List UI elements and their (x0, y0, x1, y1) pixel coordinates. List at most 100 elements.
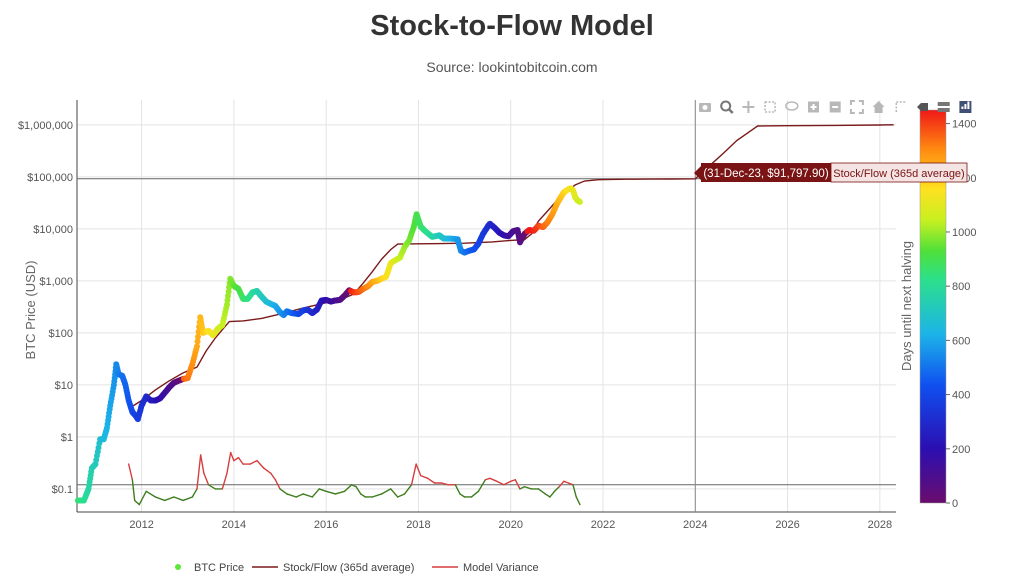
hover-closest-icon[interactable] (917, 103, 928, 111)
model-variance-segment (420, 474, 429, 480)
y-tick-label: $0.1 (52, 484, 73, 496)
zoom-icon[interactable] (720, 100, 734, 114)
hover-compare-icon[interactable] (937, 102, 950, 112)
grid-lines (77, 100, 896, 512)
model-variance-segment (127, 463, 134, 481)
tooltip-series-name: Stock/Flow (365d average) (833, 168, 964, 180)
model-variance-segment (233, 456, 240, 462)
autoscale-icon[interactable] (849, 100, 864, 114)
legend-item-btc-price[interactable]: BTC Price (175, 562, 244, 574)
x-tick-label: 2028 (868, 519, 892, 531)
model-variance-series (127, 451, 581, 506)
model-variance-segment (318, 488, 327, 493)
model-variance-segment (360, 493, 367, 498)
zoom-handle (727, 108, 734, 114)
plotly-logo-bar (967, 101, 970, 109)
model-variance-segment (523, 486, 533, 490)
legend[interactable]: BTC Price Stock/Flow (365d average) Mode… (175, 562, 539, 574)
model-variance-segment (470, 490, 480, 498)
model-variance-segment (510, 479, 517, 483)
model-variance-segment (514, 479, 521, 490)
model-variance-segment (380, 488, 392, 495)
colorbar-title: Days until next halving (899, 241, 914, 371)
spike-lines-icon[interactable] (895, 101, 906, 112)
x-tick-label: 2024 (683, 519, 707, 531)
model-variance-segment (138, 490, 147, 506)
y-tick-label: $100 (49, 328, 73, 340)
model-variance-segment (173, 496, 184, 502)
legend-label-model-variance: Model Variance (463, 562, 539, 574)
legend-label-stock-flow: Stock/Flow (365d average) (283, 562, 414, 574)
btc-price-point (194, 343, 200, 350)
model-variance-segment (279, 488, 288, 495)
colorbar-tick-label: 1400 (952, 119, 976, 131)
model-variance-segment (390, 488, 399, 498)
model-variance-segment (182, 496, 194, 502)
model-variance-segment (163, 496, 175, 502)
hover-tooltip: (31-Dec-23, $91,797.90) Stock/Flow (365d… (694, 162, 968, 183)
model-variance-segment (286, 493, 297, 498)
model-variance-segment (256, 459, 265, 469)
hover-closest-shape (917, 103, 928, 111)
zoom-in-icon[interactable] (808, 101, 819, 113)
plotly-logo-icon[interactable] (959, 101, 972, 113)
model-variance-segment (311, 488, 320, 498)
model-variance-segment (496, 480, 505, 486)
modebar[interactable] (699, 100, 972, 114)
model-variance-segment (567, 482, 574, 486)
model-variance-segment (203, 472, 210, 486)
page-title: Stock-to-Flow Model (370, 10, 654, 42)
x-tick-label: 2012 (129, 519, 153, 531)
y-axis-ticks: $0.1 $1 $10 $100 $1,000 $10,000 $100,000 $1,000… (18, 120, 73, 496)
model-variance-segment (440, 482, 450, 486)
model-variance-segment (229, 451, 235, 462)
hover-compare-bottom (937, 108, 950, 112)
x-tick-label: 2022 (591, 519, 615, 531)
lasso-icon[interactable] (785, 101, 799, 111)
model-variance-segment (350, 484, 357, 488)
model-variance-segment (489, 477, 498, 483)
spike-lines-shape (895, 101, 906, 112)
model-variance-segment (549, 490, 556, 498)
camera-icon[interactable] (699, 103, 711, 112)
y-axis-title: BTC Price (USD) (23, 261, 38, 360)
model-variance-segment (196, 454, 202, 490)
model-variance-segment (575, 496, 581, 506)
model-variance-segment (484, 477, 491, 481)
model-variance-segment (154, 496, 166, 502)
model-variance-segment (426, 477, 436, 484)
model-variance-segment (558, 480, 565, 488)
legend-item-stock-flow[interactable]: Stock/Flow (365d average) (252, 562, 414, 574)
y-tick-label: $100,000 (27, 172, 73, 184)
model-variance-segment (226, 451, 232, 474)
reference-lines (77, 100, 896, 512)
model-variance-segment (519, 486, 526, 490)
x-tick-label: 2026 (775, 519, 799, 531)
legend-item-model-variance[interactable]: Model Variance (432, 562, 539, 574)
box-select-icon[interactable] (764, 101, 776, 113)
model-variance-segment (537, 488, 547, 495)
model-variance-segment (459, 493, 466, 498)
home-shape (872, 101, 885, 113)
btc-price-point (576, 198, 583, 205)
model-variance-segment (263, 467, 272, 474)
model-variance-segment (133, 499, 140, 506)
y-tick-label: $10 (55, 380, 73, 392)
colorbar-tick-label: 600 (952, 335, 970, 347)
model-variance-segment (563, 480, 570, 484)
model-variance-segment (191, 488, 198, 498)
plotly-logo-bar (964, 104, 967, 109)
model-variance-segment (274, 479, 281, 490)
x-tick-label: 2016 (314, 519, 338, 531)
pan-icon[interactable] (742, 101, 755, 113)
y-tick-label: $1,000 (39, 276, 73, 288)
reset-axes-icon[interactable] (872, 101, 885, 113)
model-variance-segment (572, 484, 577, 498)
tooltip-series-box (830, 162, 968, 183)
zoom-out-icon[interactable] (829, 101, 841, 113)
y-tick-label: $10,000 (33, 224, 73, 236)
tooltip-value: (31-Dec-23, $91,797.90) (703, 168, 828, 180)
lasso-loop (785, 101, 799, 111)
model-variance-segment (553, 486, 560, 493)
